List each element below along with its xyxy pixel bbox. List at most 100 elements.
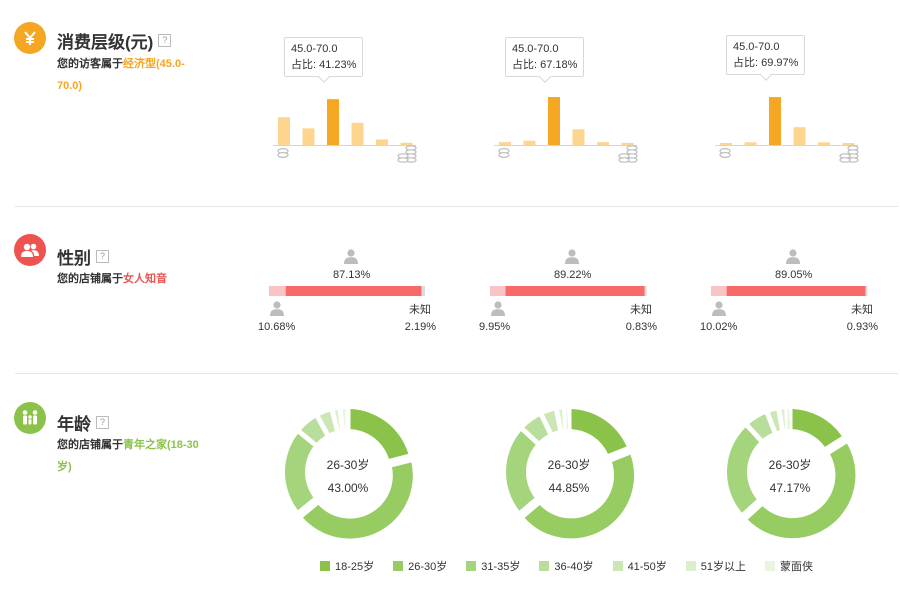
bar[interactable]	[621, 142, 634, 145]
bar[interactable]	[769, 97, 781, 145]
donut-slice[interactable]	[559, 409, 564, 430]
donut-slice[interactable]	[524, 454, 635, 539]
legend-label: 18-25岁	[335, 561, 375, 573]
tooltip-ratio: 占比: 69.97%	[733, 57, 799, 69]
legend-item[interactable]: 31-35岁	[466, 558, 520, 574]
consume-title-text: 消费层级(元)	[57, 33, 154, 52]
legend-label: 51岁以上	[700, 561, 746, 573]
gender-bar	[711, 286, 868, 296]
legend-item[interactable]: 51岁以上	[685, 558, 746, 574]
gender-panel-1: 87.13% 10.68% 未知 2.19%	[255, 245, 445, 340]
help-icon[interactable]: ?	[96, 250, 109, 263]
donut-slice[interactable]	[285, 433, 314, 511]
donut-center-label: 26-30岁	[769, 457, 812, 472]
male-person-icon	[712, 301, 726, 316]
bar[interactable]	[720, 143, 732, 145]
legend-label: 31-35岁	[481, 561, 521, 573]
legend-item[interactable]: 41-50岁	[612, 558, 667, 574]
bar[interactable]	[744, 142, 757, 145]
age-desc-prefix: 您的店铺属于	[57, 439, 123, 451]
bar-tooltip: 45.0-70.0 占比: 67.18%	[505, 37, 585, 77]
donut-slice[interactable]	[334, 409, 341, 430]
age-desc-highlight: 青年之家(18-30岁)	[57, 439, 199, 473]
donut-slice[interactable]	[543, 410, 559, 433]
donut-center-label: 26-30岁	[548, 457, 591, 472]
bar[interactable]	[278, 117, 290, 145]
gender-title: 性别 ?	[57, 244, 109, 269]
bar[interactable]	[327, 99, 339, 145]
consume-title: 消费层级(元) ?	[57, 28, 172, 53]
donut-slice[interactable]	[787, 409, 791, 430]
bar[interactable]	[793, 127, 806, 145]
donut-center-value: 47.17%	[770, 481, 811, 495]
bar[interactable]	[842, 143, 855, 145]
age-donut-chart-1: 26-30岁 43.00%	[285, 409, 413, 539]
legend-swatch	[685, 561, 696, 571]
legend-swatch	[393, 561, 404, 571]
female-person-icon	[786, 249, 800, 264]
donut-slice[interactable]	[781, 409, 786, 430]
consume-panel-2: 45.0-70.0 占比: 67.18%	[491, 30, 651, 170]
coin-low-icon	[719, 147, 731, 158]
legend-item[interactable]: 18-25岁	[320, 558, 374, 574]
male-percent: 10.68%	[258, 321, 296, 333]
donut-slice[interactable]	[566, 409, 569, 430]
male-person-icon	[270, 301, 284, 316]
female-segment[interactable]	[505, 286, 645, 296]
tooltip-range: 45.0-70.0	[291, 43, 338, 55]
legend-item[interactable]: 36-40岁	[539, 558, 594, 574]
donut-center-value: 43.00%	[328, 481, 369, 495]
bar[interactable]	[818, 142, 830, 145]
male-segment[interactable]	[269, 286, 286, 296]
female-percent: 87.13%	[333, 269, 371, 281]
bar[interactable]	[572, 129, 585, 145]
coin-stack-icon	[397, 145, 417, 163]
donut-slice[interactable]	[749, 414, 773, 439]
donut-slice[interactable]	[747, 443, 856, 539]
bar[interactable]	[400, 142, 413, 145]
female-segment[interactable]	[285, 286, 422, 296]
donut-slice[interactable]	[506, 431, 536, 511]
male-segment[interactable]	[711, 286, 727, 296]
bar[interactable]	[499, 142, 511, 145]
donut-slice[interactable]	[302, 462, 413, 539]
unknown-segment[interactable]	[865, 286, 868, 296]
consume-bar-chart-2	[494, 97, 638, 163]
bar-tooltip: 45.0-70.0 占比: 41.23%	[284, 37, 364, 77]
legend-item[interactable]: 蒙面侠	[764, 558, 813, 574]
donut-slice[interactable]	[792, 409, 842, 447]
female-segment[interactable]	[726, 286, 866, 296]
donut-slice[interactable]	[342, 409, 346, 430]
tooltip-ratio: 占比: 67.18%	[512, 59, 578, 71]
donut-slice[interactable]	[571, 409, 627, 454]
age-section: 年龄 ? 您的店铺属于青年之家(18-30岁) 26-30岁 43.00% 26-…	[0, 374, 900, 593]
donut-slice[interactable]	[319, 411, 335, 434]
male-segment[interactable]	[490, 286, 506, 296]
donut-slice[interactable]	[350, 409, 409, 459]
donut-slice[interactable]	[301, 418, 326, 443]
age-legend: 18-25岁 26-30岁 31-35岁 36-40岁 41-50岁 51岁以上 蒙面侠	[320, 558, 832, 574]
donut-slice[interactable]	[769, 410, 780, 432]
help-icon[interactable]: ?	[158, 34, 172, 47]
bar[interactable]	[523, 140, 536, 145]
unknown-segment[interactable]	[421, 286, 425, 296]
female-percent: 89.05%	[775, 269, 813, 281]
gender-panel-3: 89.05% 10.02% 未知 0.93%	[697, 245, 887, 340]
bar[interactable]	[597, 142, 609, 145]
unknown-percent: 0.93%	[846, 321, 878, 333]
help-icon[interactable]: ?	[96, 416, 109, 429]
coin-stack-icon	[839, 145, 859, 163]
legend-item[interactable]: 26-30岁	[393, 558, 447, 574]
bar[interactable]	[376, 139, 388, 145]
age-title: 年龄 ?	[57, 410, 109, 435]
bar[interactable]	[351, 122, 364, 145]
consume-panel-3: 45.0-70.0 占比: 69.97%	[712, 30, 872, 170]
donut-slice[interactable]	[524, 416, 549, 442]
bar[interactable]	[302, 128, 315, 145]
unknown-segment[interactable]	[644, 286, 647, 296]
bar[interactable]	[548, 97, 560, 145]
donut-slice[interactable]	[727, 427, 760, 513]
unknown-percent: 0.83%	[625, 321, 657, 333]
gender-desc: 您的店铺属于女人知音	[57, 268, 207, 290]
section-divider	[15, 373, 898, 374]
